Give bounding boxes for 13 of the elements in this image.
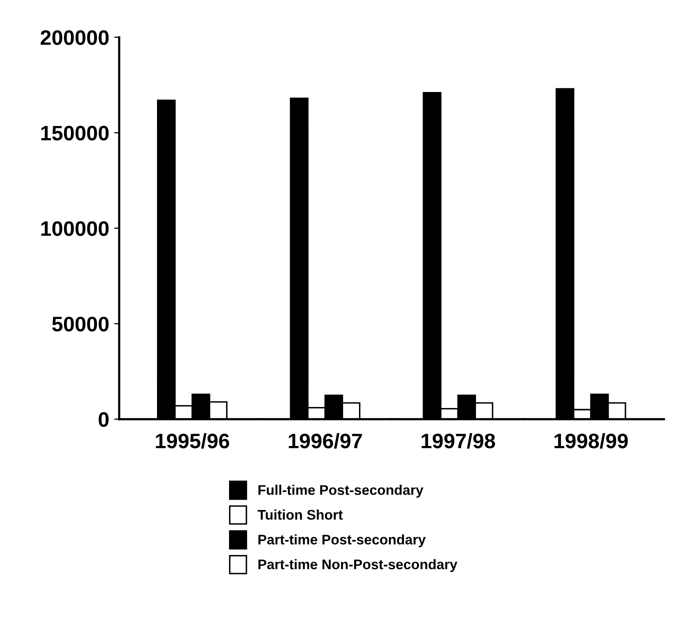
y-tick-label: 0	[98, 412, 109, 427]
legend-label: Full-time Post-secondary	[258, 484, 424, 498]
x-tick-label: 1997/98	[422, 433, 496, 449]
legend-label: Part-time Non-Post-secondary	[258, 559, 458, 572]
y-tick-label: 150000	[41, 126, 109, 140]
y-tick-label: 200000	[40, 30, 109, 46]
x-tick-label: 1995/96	[156, 433, 230, 449]
legend-label: Part-time Post-secondary	[258, 534, 426, 548]
y-tick-label: 50000	[52, 316, 109, 332]
legend-label: Tuition Short	[258, 510, 343, 520]
x-tick-label: 1998/99	[554, 433, 628, 449]
x-tick-label: 1996/97	[288, 433, 362, 449]
y-tick-label: 100000	[41, 221, 109, 236]
